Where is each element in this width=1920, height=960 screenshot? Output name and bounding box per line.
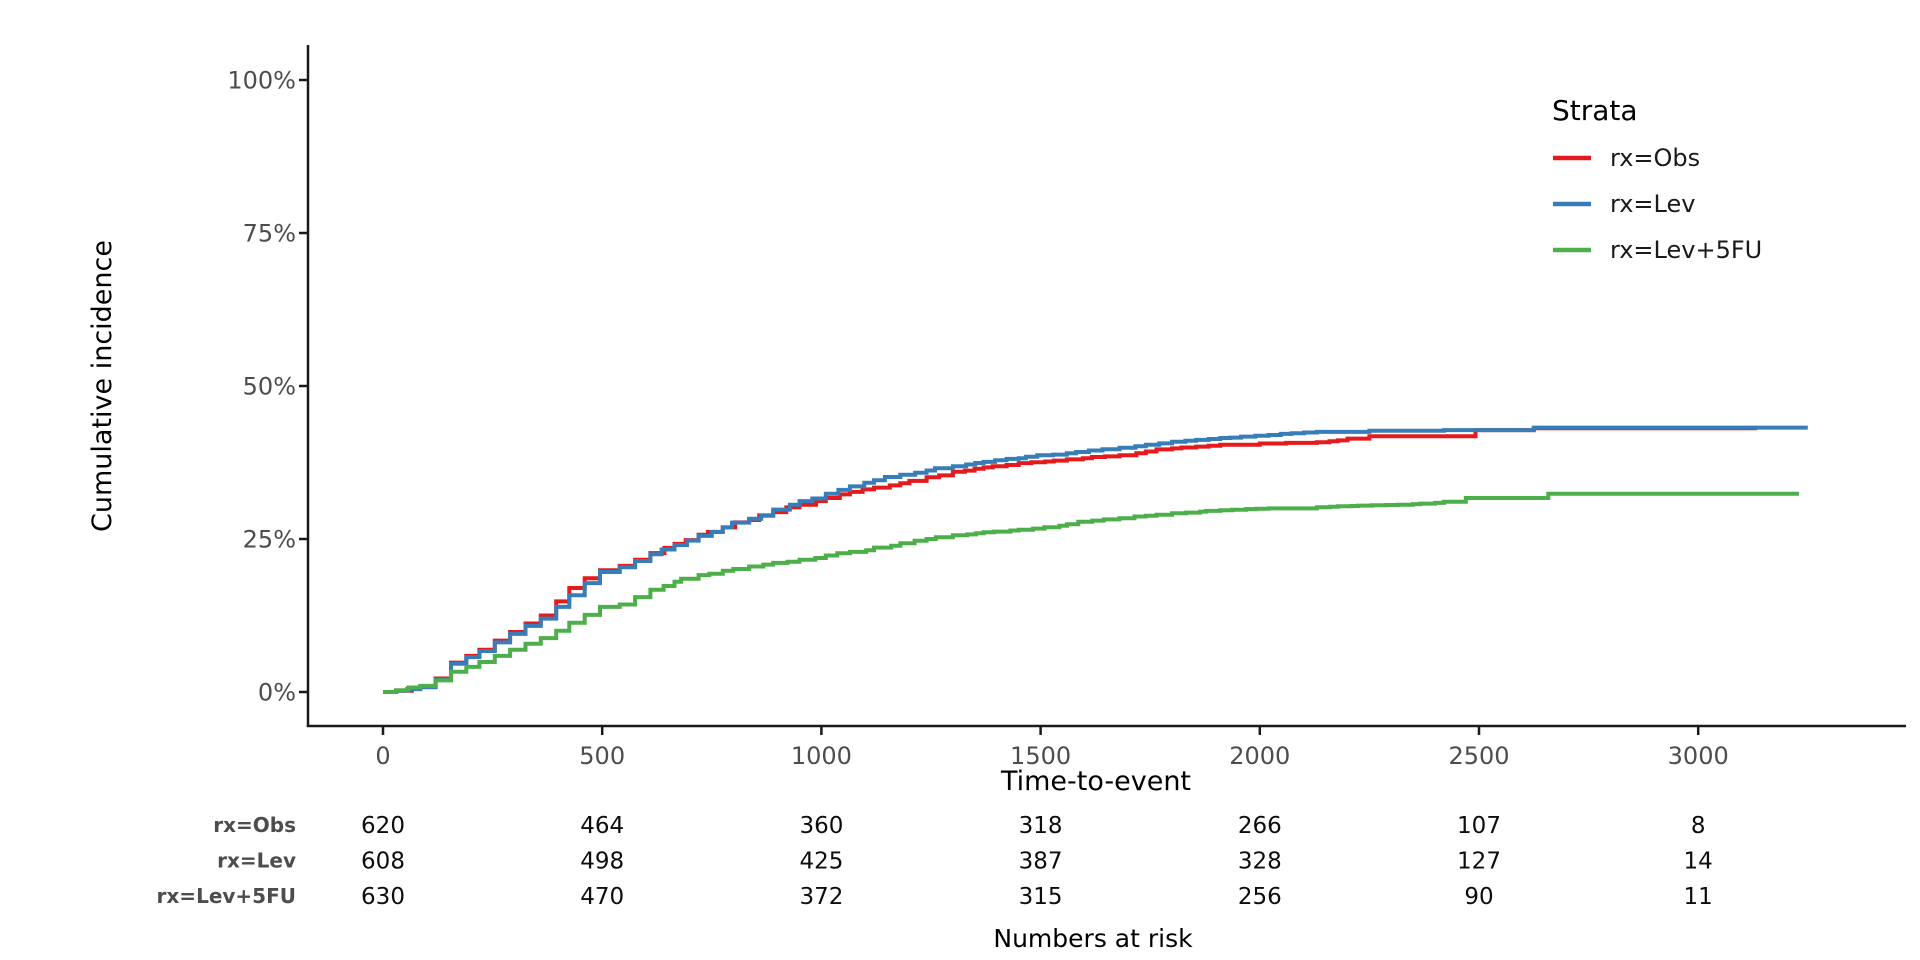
legend-item: rx=Lev+5FU (1553, 236, 1762, 264)
survival-curves (383, 425, 1808, 694)
risk-count: 90 (1464, 884, 1493, 910)
legend-item: rx=Obs (1553, 144, 1700, 172)
x-tick-label: 500 (579, 742, 625, 770)
risk-count: 328 (1238, 849, 1282, 875)
axes: 0 500 1000 1500 2000 2500 3000 0% 25% 50% 75% 100% (227, 45, 1906, 770)
legend-item-label: rx=Obs (1610, 144, 1700, 172)
y-tick-label: 50% (243, 373, 296, 401)
legend-item-label: rx=Lev+5FU (1610, 236, 1762, 264)
risk-count: 360 (799, 813, 843, 839)
risk-count: 620 (361, 813, 405, 839)
risk-count: 315 (1019, 884, 1063, 910)
risk-table-row: rx=Lev 608 498 425 387 328 127 14 (217, 849, 1713, 875)
y-axis-title: Cumulative incidence (87, 240, 118, 532)
x-axis-title: Time-to-event (1000, 766, 1191, 797)
numbers-at-risk-table: rx=Obs 620 464 360 318 266 107 8 rx=Lev 608 498 425… (157, 813, 1713, 910)
risk-count: 425 (799, 849, 843, 875)
y-tick-label: 100% (227, 67, 296, 95)
risk-count: 464 (580, 813, 624, 839)
legend-title: Strata (1552, 94, 1638, 127)
risk-table-title: Numbers at risk (993, 924, 1193, 953)
y-tick-label: 75% (243, 220, 296, 248)
risk-count: 608 (361, 849, 405, 875)
y-tick-label: 25% (243, 526, 296, 554)
y-tick-label: 0% (258, 679, 296, 707)
risk-table-row: rx=Obs 620 464 360 318 266 107 8 (213, 813, 1705, 839)
risk-count: 498 (580, 849, 624, 875)
x-tick-label: 1500 (1010, 742, 1071, 770)
risk-count: 107 (1457, 813, 1501, 839)
risk-count: 318 (1019, 813, 1063, 839)
x-tick-label: 2000 (1229, 742, 1290, 770)
risk-count: 127 (1457, 849, 1501, 875)
series-curve-obs (383, 426, 1758, 694)
risk-count: 387 (1019, 849, 1063, 875)
risk-count: 256 (1238, 884, 1282, 910)
legend-item: rx=Lev (1553, 190, 1695, 218)
risk-count: 372 (799, 884, 843, 910)
legend-item-label: rx=Lev (1610, 190, 1695, 218)
x-tick-label: 3000 (1668, 742, 1729, 770)
x-tick-label: 2500 (1448, 742, 1509, 770)
risk-row-label: rx=Lev+5FU (157, 884, 296, 908)
legend: rx=Obs rx=Lev rx=Lev+5FU (1553, 144, 1762, 264)
risk-count: 8 (1691, 813, 1706, 839)
risk-count: 630 (361, 884, 405, 910)
series-curve-lev-5fu (383, 491, 1799, 694)
risk-count: 14 (1684, 849, 1713, 875)
risk-count: 470 (580, 884, 624, 910)
series-curve-lev (383, 425, 1808, 694)
risk-table-row: rx=Lev+5FU 630 470 372 315 256 90 11 (157, 884, 1713, 910)
risk-count: 266 (1238, 813, 1282, 839)
risk-count: 11 (1684, 884, 1713, 910)
risk-row-label: rx=Obs (213, 813, 296, 837)
x-tick-label: 0 (375, 742, 390, 770)
x-tick-label: 1000 (791, 742, 852, 770)
risk-row-label: rx=Lev (217, 849, 296, 873)
